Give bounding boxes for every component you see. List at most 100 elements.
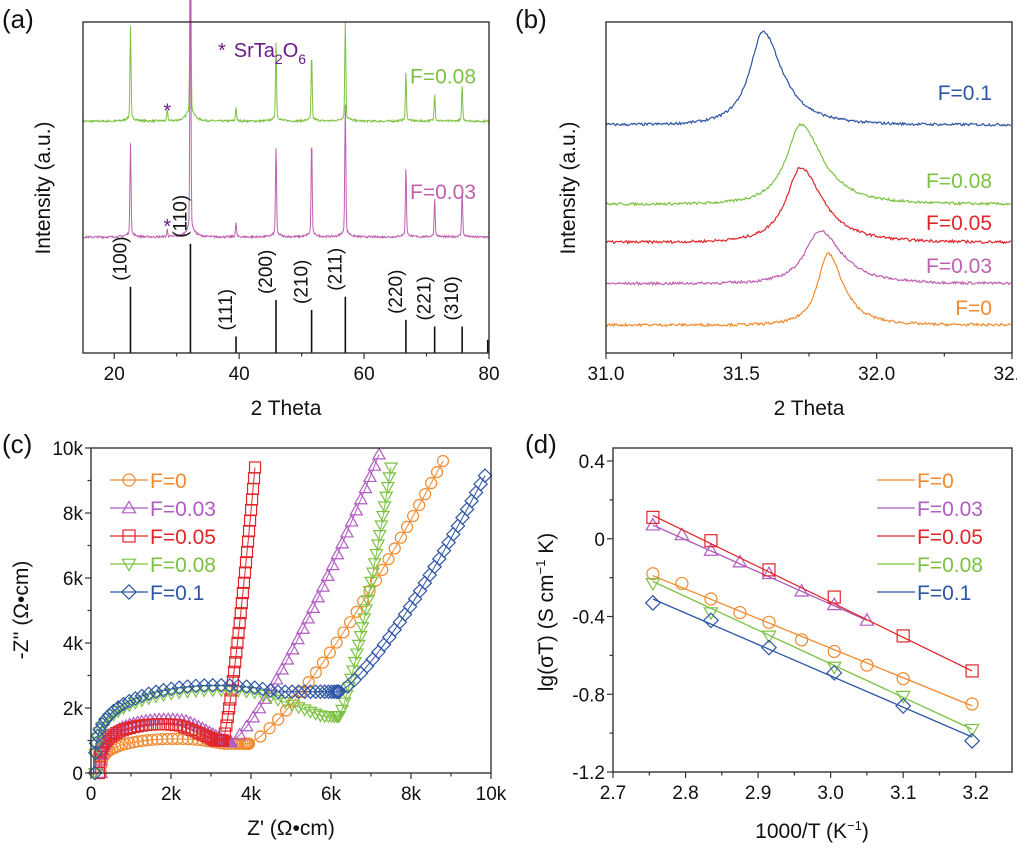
data-point xyxy=(702,612,719,629)
nyquist-point xyxy=(383,462,399,475)
nyquist-point xyxy=(274,662,290,675)
x-tick-label: 80 xyxy=(478,364,499,385)
data-point xyxy=(760,639,778,656)
legend-marker xyxy=(122,473,136,487)
miller-index-label: (221) xyxy=(415,276,436,320)
phase-star-marker: * xyxy=(218,40,226,62)
panel-c-xlabel: Z' (Ω•cm) xyxy=(247,817,335,840)
nyquist-point xyxy=(239,556,253,569)
nyquist-point xyxy=(316,656,330,669)
arrhenius-series-F=0.03 xyxy=(645,517,875,626)
data-point xyxy=(762,563,776,577)
miller-index-label: (211) xyxy=(325,248,346,291)
nyquist-point xyxy=(231,636,244,649)
nyquist-point xyxy=(220,719,233,732)
miller-index-label: (310) xyxy=(442,276,463,320)
xrd-zoom-trace-F=0.03 xyxy=(605,229,1012,287)
x-tick-label: 3.2 xyxy=(963,783,989,804)
legend-item-F=0.03: F=0.03 xyxy=(877,498,983,521)
legend-label: F=0.1 xyxy=(917,582,971,605)
legend-item-F=0: F=0 xyxy=(877,470,954,493)
nyquist-point xyxy=(315,579,331,592)
panel-a: (a) F=0.08 F=0.03 * * (100) (110) (111) (200) (2… xyxy=(2,0,500,420)
data-point xyxy=(703,542,719,556)
nyquist-point xyxy=(290,631,305,645)
legend-label: F=0.05 xyxy=(150,526,216,549)
nyquist-point xyxy=(320,568,335,581)
x-tick-label: 2.9 xyxy=(745,783,771,804)
nyquist-point xyxy=(369,574,383,587)
nyquist-point xyxy=(269,672,284,685)
nyquist-point xyxy=(365,567,381,580)
nyquist-point xyxy=(193,726,206,740)
nyquist-point xyxy=(349,503,364,516)
nyquist-point xyxy=(371,447,387,460)
nyquist-point xyxy=(351,639,366,653)
nyquist-point xyxy=(372,529,387,543)
nyquist-point xyxy=(106,703,121,719)
x-tick-label: 10k xyxy=(476,784,507,805)
y-tick-label: 4k xyxy=(63,634,84,655)
panel-d-frame xyxy=(612,447,1013,773)
nyquist-point xyxy=(161,732,174,746)
data-point xyxy=(826,597,842,611)
nyquist-point xyxy=(324,684,340,700)
nyquist-point xyxy=(413,499,426,512)
nyquist-point xyxy=(166,732,179,745)
nyquist-point xyxy=(349,648,365,661)
nyquist-point xyxy=(230,646,243,659)
data-point xyxy=(674,527,690,541)
nyquist-point xyxy=(407,509,420,523)
miller-index-label: (200) xyxy=(256,250,277,294)
nyquist-point xyxy=(337,626,350,639)
y-tick-label: 0 xyxy=(72,764,83,785)
data-point xyxy=(704,534,718,548)
nyquist-point xyxy=(150,733,164,746)
xrd-trace-F=0.08 xyxy=(82,0,490,124)
y-tick-label: 8k xyxy=(63,504,84,525)
nyquist-point xyxy=(232,626,245,640)
data-point xyxy=(827,644,841,659)
xrd-trace-F=0.03 xyxy=(82,0,490,240)
x-tick-label: 6k xyxy=(321,784,342,805)
panel-a-label: (a) xyxy=(2,4,34,34)
nyquist-point xyxy=(357,613,372,626)
nyquist-point xyxy=(110,727,123,740)
x-tick-label: 8k xyxy=(401,784,422,805)
legend-item-F=0.1: F=0.1 xyxy=(110,582,204,605)
nyquist-point xyxy=(216,734,230,747)
nyquist-point xyxy=(223,702,236,715)
nyquist-point xyxy=(370,539,386,552)
nyquist-series-F=0.1 xyxy=(87,468,493,781)
nyquist-point xyxy=(98,737,111,750)
nyquist-point xyxy=(331,711,347,724)
nyquist-point xyxy=(127,691,143,706)
panel-d-xlabel: 1000/T (K−1) xyxy=(755,818,869,843)
series-label-F=0.03: F=0.03 xyxy=(410,181,476,204)
x-tick-label: 3.0 xyxy=(817,783,843,804)
x-tick-label: 31.5 xyxy=(723,364,760,385)
legend-item-F=0: F=0 xyxy=(110,470,187,493)
legend-label: F=0.1 xyxy=(150,582,204,605)
y-tick-label: -0.4 xyxy=(572,608,605,629)
data-point xyxy=(732,554,748,568)
data-point xyxy=(896,672,910,686)
nyquist-point xyxy=(221,711,234,724)
series-label-F=0.05: F=0.05 xyxy=(926,212,992,235)
legend-marker xyxy=(121,558,137,572)
x-tick-label: 20 xyxy=(104,364,125,385)
nyquist-point xyxy=(148,684,164,700)
nyquist-point xyxy=(258,691,273,704)
panel-d-ylabel-end: K) xyxy=(535,533,558,560)
nyquist-point xyxy=(110,700,126,715)
data-point xyxy=(965,697,979,711)
nyquist-point xyxy=(358,604,374,617)
nyquist-point xyxy=(227,665,241,678)
fit-line xyxy=(652,580,973,730)
x-tick-label: 0 xyxy=(86,784,97,805)
nyquist-point xyxy=(353,492,368,505)
nyquist-point xyxy=(310,590,326,603)
panel-d-xlabel-end: ) xyxy=(862,820,869,843)
nyquist-point xyxy=(189,725,202,738)
nyquist-point xyxy=(325,557,340,571)
